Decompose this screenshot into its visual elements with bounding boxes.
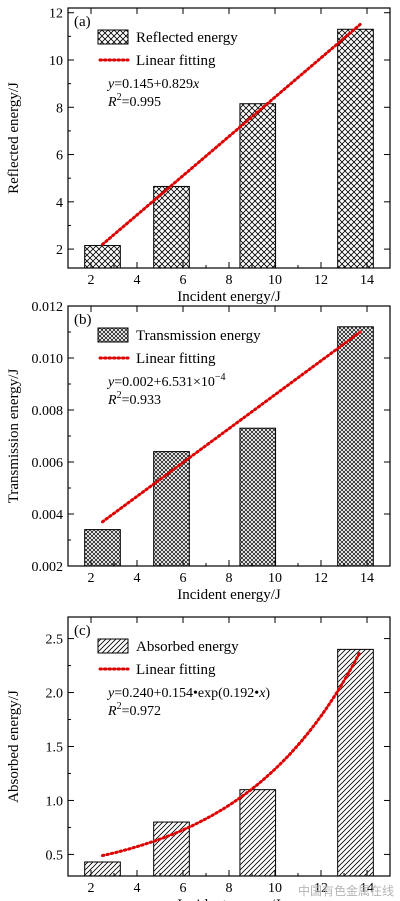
x-tick-label: 2 — [88, 571, 95, 586]
x-tick-label: 6 — [180, 571, 187, 586]
bar — [337, 648, 374, 877]
legend-fit-label: Linear fitting — [136, 662, 216, 678]
x-tick-label: 6 — [180, 273, 187, 288]
r-squared: R2=0.933 — [107, 390, 161, 408]
x-tick-label: 12 — [314, 881, 328, 896]
x-tick-label: 14 — [360, 881, 374, 896]
y-tick-label: 2 — [56, 243, 63, 258]
legend-bar-label: Reflected energy — [136, 30, 238, 46]
x-tick-label: 6 — [180, 881, 187, 896]
panel-label: (b) — [74, 312, 92, 328]
x-tick-label: 8 — [226, 881, 233, 896]
x-tick-label: 14 — [360, 273, 374, 288]
x-tick-label: 8 — [226, 571, 233, 586]
y-tick-label: 12 — [49, 7, 63, 22]
y-axis-label: Reflected energy/J — [6, 82, 22, 194]
y-tick-label: 8 — [56, 101, 63, 116]
y-tick-label: 0.008 — [32, 404, 64, 419]
legend-fit-label: Linear fitting — [136, 351, 216, 367]
fit-line — [101, 330, 362, 524]
y-axis-label: Absorbed energy/J — [6, 690, 22, 803]
legend-bar-label: Transmission energy — [136, 328, 261, 344]
panel-label: (a) — [74, 14, 91, 30]
x-tick-label: 14 — [360, 571, 374, 586]
fit-line — [101, 23, 362, 246]
legend-fit-label: Linear fitting — [136, 53, 216, 69]
x-tick-label: 4 — [134, 881, 141, 896]
y-tick-label: 0.002 — [32, 560, 64, 575]
panel-label: (c) — [74, 623, 91, 639]
y-tick-label: 0.004 — [32, 508, 64, 523]
x-axis-label: Incident energy/J — [177, 289, 281, 305]
x-tick-label: 12 — [314, 273, 328, 288]
legend-bar-swatch — [97, 638, 129, 654]
bar — [239, 427, 277, 567]
bar — [239, 789, 277, 877]
r-squared: R2=0.972 — [107, 701, 161, 719]
chart-panel-2: 2 4 6 8 10 12 14 0.002 0.004 0.006 0.008 0.010 0.012… — [6, 300, 391, 603]
x-tick-label: 4 — [134, 571, 141, 586]
x-axis-label: Incident energy/J — [177, 897, 281, 901]
x-tick-label: 10 — [268, 273, 282, 288]
legend-bar-swatch — [97, 29, 129, 45]
y-tick-label: 0.010 — [32, 352, 64, 367]
chart-panel-3: 2 4 6 8 10 12 14 0.5 1.0 1.5 2.0 2.5 Incident energy… — [6, 616, 391, 901]
bar — [337, 28, 374, 269]
y-tick-label: 0.006 — [32, 456, 64, 471]
bar — [153, 451, 190, 567]
y-tick-label: 2.0 — [46, 687, 64, 702]
bar — [337, 326, 374, 567]
fit-equation: y=0.240+0.154•exp(0.192•x) — [106, 686, 270, 701]
legend-bar-label: Absorbed energy — [136, 639, 239, 655]
y-tick-label: 6 — [56, 149, 63, 164]
x-tick-label: 4 — [134, 273, 141, 288]
bar — [84, 861, 121, 877]
x-tick-label: 10 — [268, 571, 282, 586]
y-tick-label: 1.0 — [46, 794, 64, 809]
y-tick-label: 2.5 — [46, 633, 64, 648]
watermark: 中国有色金属在线 — [297, 884, 394, 898]
fit-equation: y=0.145+0.829x — [106, 77, 200, 92]
r-squared: R2=0.995 — [107, 92, 161, 110]
y-tick-label: 10 — [49, 54, 63, 69]
bar — [239, 103, 277, 269]
x-tick-label: 8 — [226, 273, 233, 288]
bar — [153, 185, 190, 269]
bar — [84, 245, 121, 269]
legend-bar-swatch — [97, 327, 129, 343]
chart-panel-1: 2 4 6 8 10 12 14 2 4 6 8 10 12 Incident energy/J Refle… — [6, 7, 391, 305]
x-tick-label: 12 — [314, 571, 328, 586]
y-tick-label: 4 — [56, 196, 63, 211]
x-axis-label: Incident energy/J — [177, 587, 281, 603]
y-tick-label: 0.5 — [46, 848, 64, 863]
fit-line — [101, 650, 362, 858]
x-tick-label: 2 — [88, 273, 95, 288]
y-tick-label: 1.5 — [46, 741, 64, 756]
fit-equation: y=0.002+6.531×10−4 — [106, 372, 226, 390]
x-tick-label: 10 — [268, 881, 282, 896]
bar — [84, 529, 121, 567]
x-tick-label: 2 — [88, 881, 95, 896]
y-axis-label: Transmission energy/J — [6, 369, 22, 504]
y-tick-label: 0.012 — [32, 300, 64, 315]
